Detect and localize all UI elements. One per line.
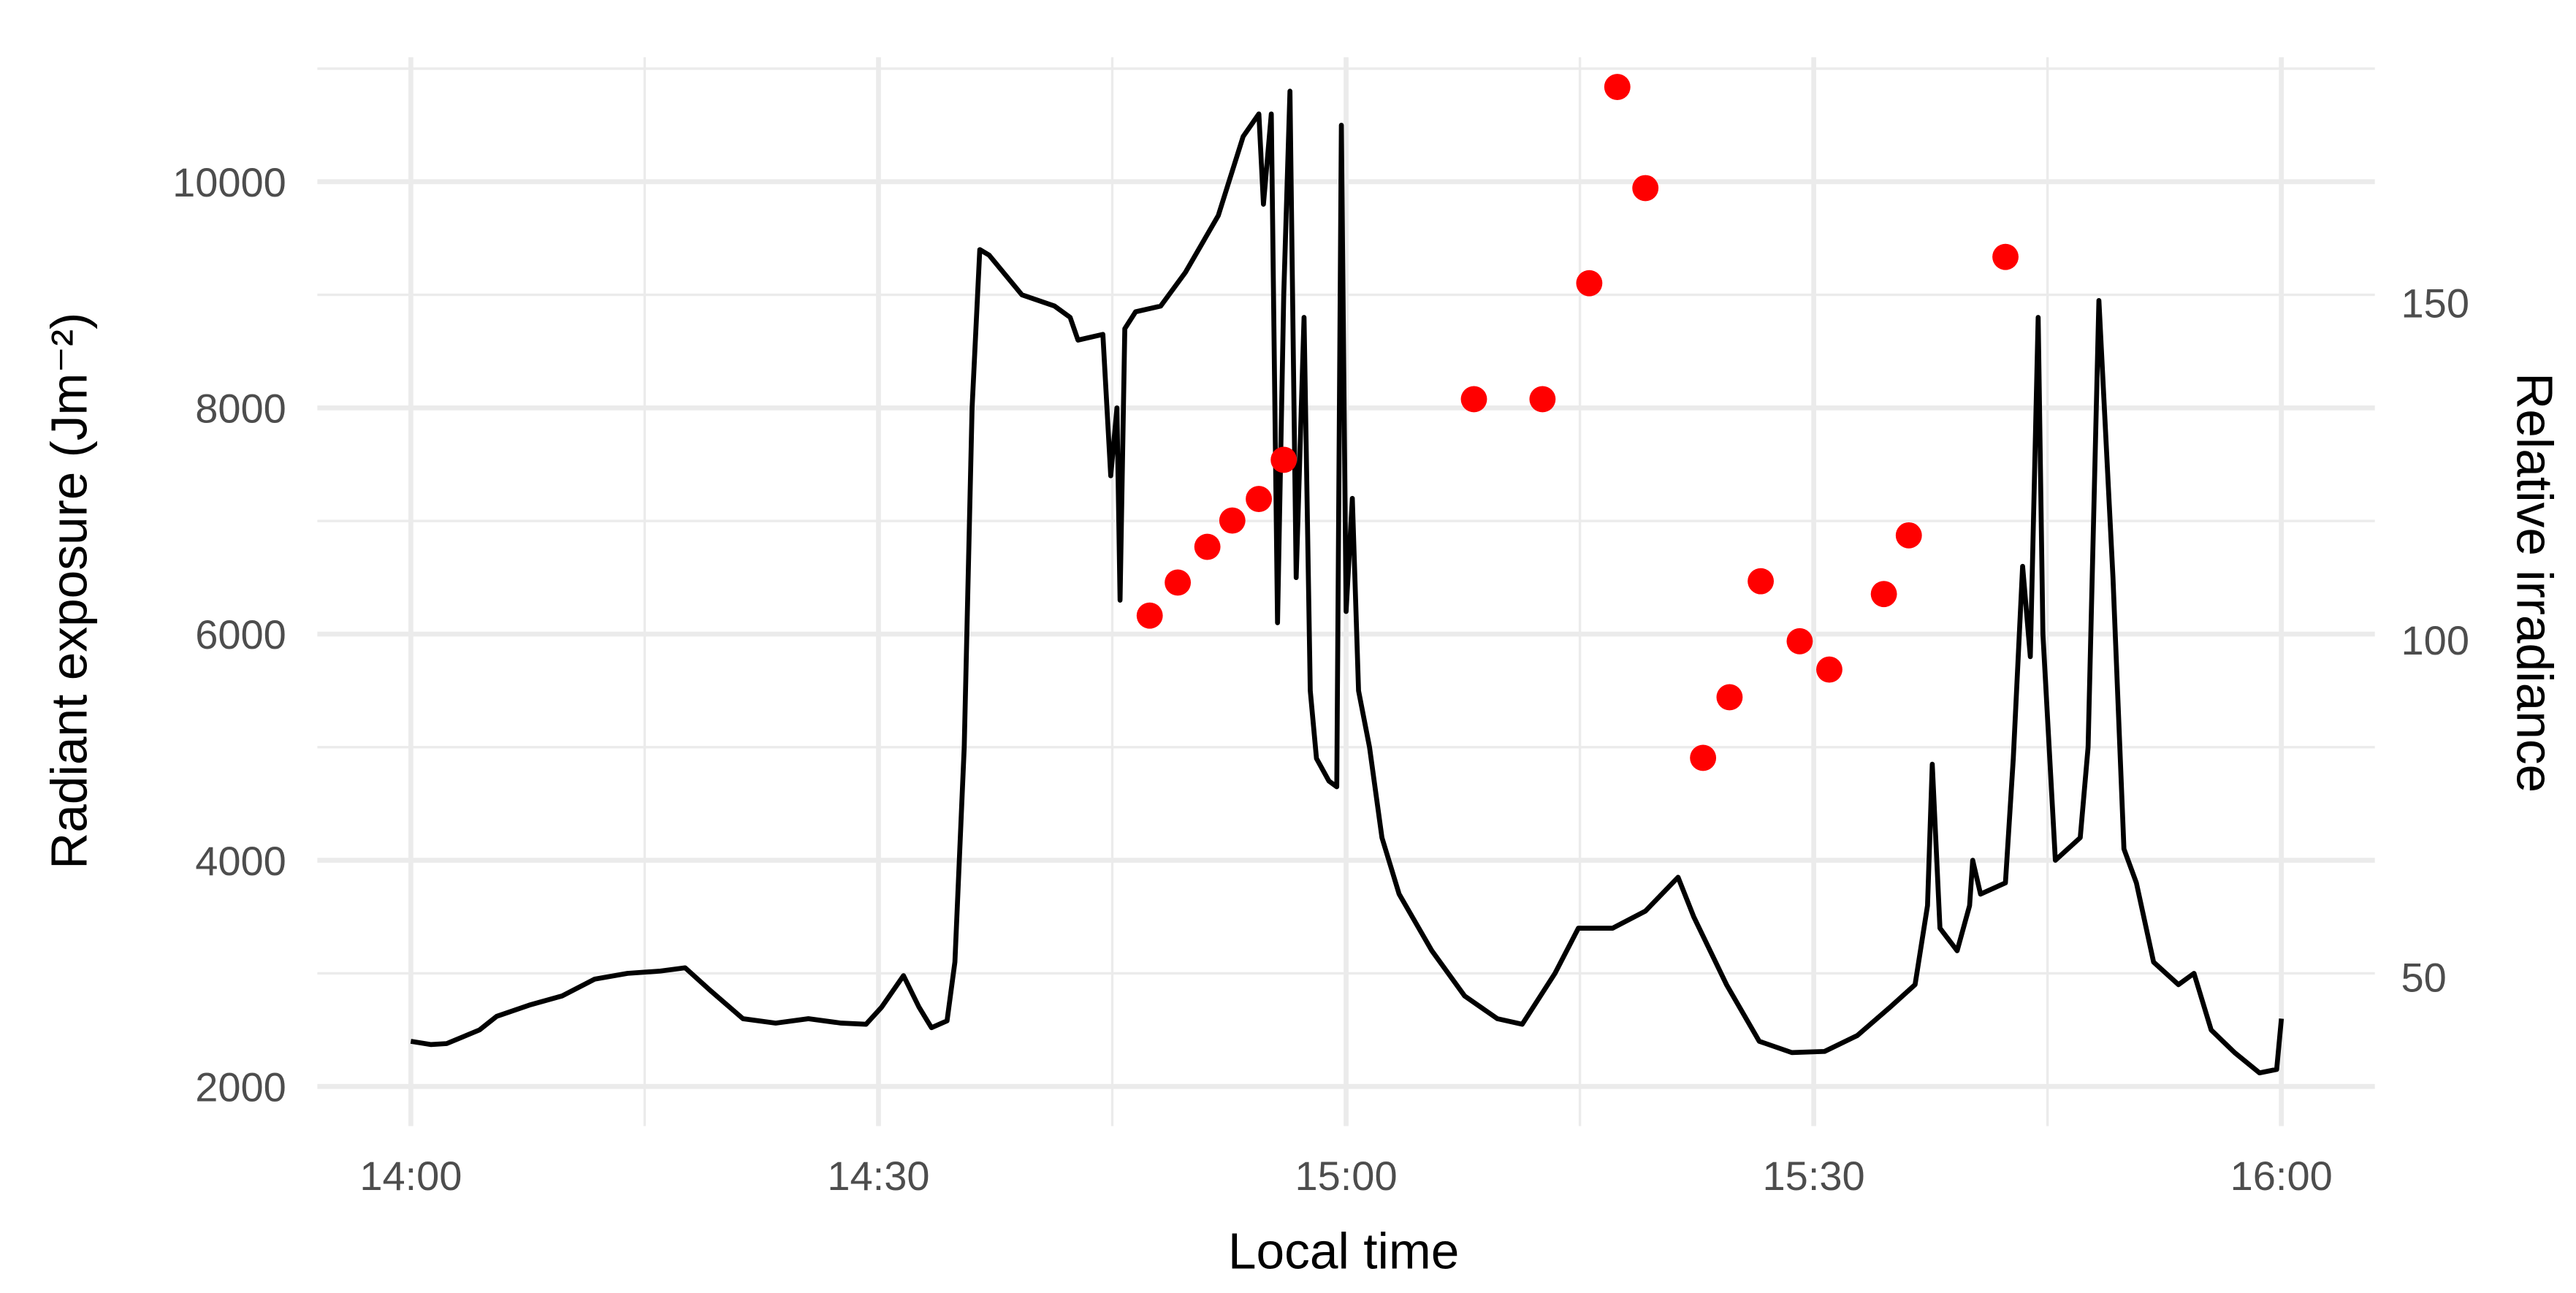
point [1786,628,1813,655]
point [1576,270,1603,297]
x-tick-label: 15:30 [1763,1153,1865,1199]
point [1895,522,1922,549]
y-tick-label: 2000 [195,1064,286,1110]
point [1460,386,1487,413]
point [1246,486,1272,512]
x-axis-title: Local time [1228,1222,1459,1279]
y2-tick-label: 100 [2401,617,2469,663]
x-tick-label: 16:00 [2230,1153,2333,1199]
x-tick-label: 14:30 [827,1153,929,1199]
point [1136,602,1163,629]
y-tick-label: 8000 [195,386,286,432]
point [1716,684,1743,711]
point [1529,386,1556,413]
point [1816,656,1843,683]
y-tick-label: 10000 [172,159,286,205]
point [1219,507,1246,534]
y2-axis-title: Relative irradiance [2507,373,2564,793]
x-tick-label: 15:00 [1295,1153,1397,1199]
point [1604,74,1631,100]
y2-tick-label: 50 [2401,955,2447,1001]
point [1632,175,1659,202]
point [1748,568,1774,595]
point [1165,569,1192,596]
point [1870,581,1897,608]
x-tick-label: 14:00 [359,1153,462,1199]
y2-tick-label: 150 [2401,281,2469,327]
y-tick-label: 6000 [195,611,286,657]
point [1992,243,2019,270]
point [1270,446,1297,473]
y-axis-title: Radiant exposure (Jm⁻²) [40,313,97,869]
line [410,88,2285,1076]
point [1194,533,1221,560]
y-tick-label: 4000 [195,838,286,884]
point [1690,744,1717,771]
